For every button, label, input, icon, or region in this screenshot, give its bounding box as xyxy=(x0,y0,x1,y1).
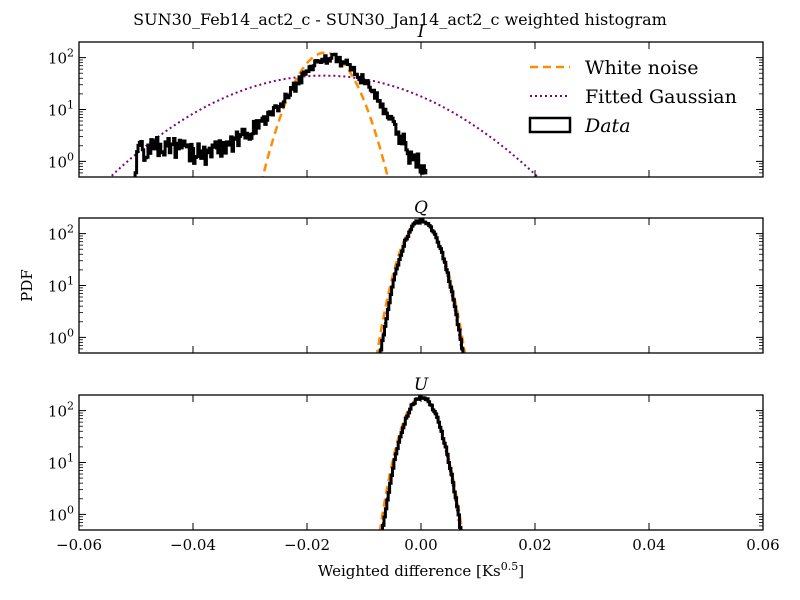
panel-title-Q: Q xyxy=(414,198,428,218)
y-tick-label-1: 101 xyxy=(48,452,74,473)
y-tick-label-0: 100 xyxy=(48,503,74,524)
figure-title: SUN30_Feb14_act2_c - SUN30_Jan14_act2_c … xyxy=(133,10,667,29)
x-tick-label-2: −0.02 xyxy=(284,536,330,554)
y-tick-label-2: 102 xyxy=(48,223,74,244)
x-tick-label-5: 0.04 xyxy=(632,536,665,554)
chart-panel-I: 100 101 102 I White noise Fitted Gaussian Data xyxy=(48,22,764,178)
axes-frame xyxy=(78,394,764,531)
y-tick-label-1: 101 xyxy=(48,99,74,120)
legend-white-noise-label: White noise xyxy=(585,57,699,79)
series-data-step xyxy=(133,52,428,177)
chart-panel-Q: 100 101 102 Q PDF xyxy=(18,198,764,354)
panels: 100 101 102 I White noise Fitted Gaussian Data… xyxy=(18,22,780,580)
y-tick-label-1: 101 xyxy=(48,275,74,296)
x-tick-label-4: 0.02 xyxy=(518,536,551,554)
axes-frame xyxy=(78,217,764,354)
y-tick-label-2: 102 xyxy=(48,400,74,421)
series-data-step xyxy=(378,218,465,353)
legend-data-swatch xyxy=(528,116,572,134)
series-group xyxy=(108,51,540,177)
series-fitted-gaussian-line xyxy=(108,74,540,177)
panel-title-I: I xyxy=(417,22,425,42)
series-group xyxy=(378,395,464,530)
x-tick-label-0: −0.06 xyxy=(56,536,102,554)
legend-data-label: Data xyxy=(584,115,631,137)
x-axis-label: Weighted difference [Ks0.5] xyxy=(318,560,524,580)
chart-panel-U: 100 101 102 U −0.06 −0.04 −0.02 0.00 0.02 0.04 0.0… xyxy=(48,375,780,580)
series-white-noise-line xyxy=(261,51,389,177)
series-data-step xyxy=(381,395,463,530)
y-tick-label-0: 100 xyxy=(48,150,74,171)
y-tick-label-0: 100 xyxy=(48,326,74,347)
x-tick-label-3: 0.00 xyxy=(404,536,437,554)
x-tick-label-1: −0.04 xyxy=(170,536,216,554)
legend-fitted-gaussian-label: Fitted Gaussian xyxy=(585,86,737,108)
x-tick-label-6: 0.06 xyxy=(746,536,779,554)
panel-title-U: U xyxy=(414,375,429,395)
y-tick-label-2: 102 xyxy=(48,47,74,68)
legend: White noise Fitted Gaussian Data xyxy=(528,57,737,137)
y-axis-label: PDF xyxy=(18,269,36,302)
series-group xyxy=(375,218,467,353)
